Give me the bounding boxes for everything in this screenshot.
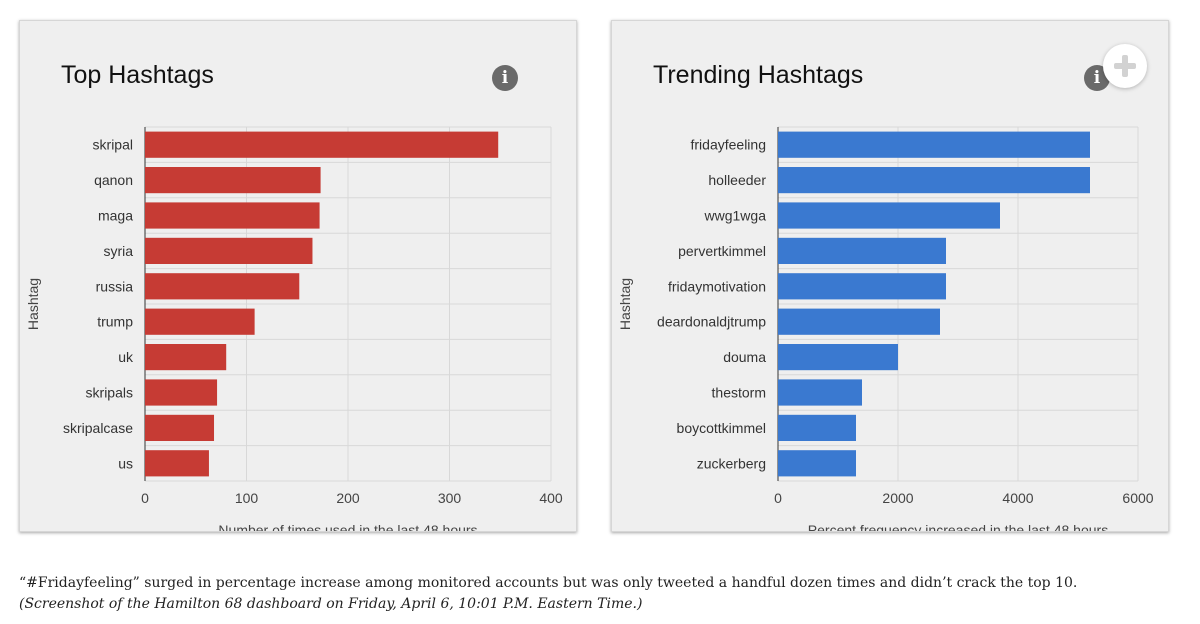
bar-maga [145,202,320,229]
trending-hashtags-chart: 0 2000 4000 6000 fridayfeeling holleeder wwg1w… [617,126,1154,531]
y-tick-label: douma [723,349,766,365]
y-tick-label: russia [96,278,134,294]
bar-syria [145,237,313,264]
x-axis-title: Percent frequency increased in the last … [808,522,1108,531]
x-axis-title: Number of times used in the last 48 hour… [218,522,477,531]
x-tick-label: 0 [774,490,782,506]
bar-wwg1wga [778,202,1000,229]
bar-douma [778,344,898,371]
y-tick-label: uk [118,349,134,365]
bar-qanon [145,167,321,194]
panel-title: Top Hashtags [61,61,214,89]
y-tick-label: thestorm [712,385,766,401]
y-tick-label: trump [97,314,133,330]
y-tick-label: skripal [93,137,133,153]
panel-title: Trending Hashtags [653,61,864,89]
y-tick-label: fridaymotivation [668,278,766,294]
x-tick-label: 0 [141,490,149,506]
bar-holleeder [778,167,1090,194]
x-tick-label: 400 [539,490,563,506]
top-hashtags-panel: Top Hashtags i 0 100 200 300 400 skripal qanon… [19,20,577,532]
y-tick-label: pervertkimmel [678,243,766,259]
y-tick-label: deardonaldjtrump [657,314,766,330]
y-tick-label: zuckerberg [697,455,766,471]
bar-skripal [145,131,499,158]
y-tick-label: qanon [94,172,133,188]
bar-zuckerberg [778,450,856,477]
bar-pervertkimmel [778,237,946,264]
caption-line-2: (Screenshot of the Hamilton 68 dashboard… [19,596,643,612]
bar-trump [145,308,255,335]
x-tick-label: 100 [235,490,259,506]
y-tick-label: skripals [86,385,133,401]
x-tick-label: 200 [336,490,360,506]
x-tick-label: 6000 [1122,490,1153,506]
y-tick-label: syria [103,243,133,259]
y-tick-label: wwg1wga [704,208,767,224]
bar-deardonaldjtrump [778,308,940,335]
bar-skripals [145,379,218,406]
y-tick-label: holleeder [708,172,766,188]
x-tick-label: 300 [438,490,462,506]
y-tick-label: boycottkimmel [677,420,766,436]
bar-russia [145,273,300,300]
x-tick-label: 2000 [882,490,913,506]
caption-line-1: “#Fridayfeeling” surged in percentage in… [19,575,1078,591]
bar-boycottkimmel [778,414,856,441]
bar-us [145,450,209,477]
trending-hashtags-panel: Trending Hashtags i 0 2000 4000 6000 fridayf… [611,20,1169,532]
figure-caption: “#Fridayfeeling” surged in percentage in… [19,573,1189,615]
info-icon[interactable]: i [492,65,518,91]
y-tick-label: fridayfeeling [691,137,767,153]
y-tick-label: maga [98,208,133,224]
y-axis-title: Hashtag [25,278,41,330]
top-hashtags-chart: 0 100 200 300 400 skripal qanon maga syria russia… [25,126,563,531]
bar-thestorm [778,379,862,406]
bar-fridayfeeling [778,131,1090,158]
y-tick-label: skripalcase [63,420,133,436]
y-tick-label: us [118,455,133,471]
x-tick-label: 4000 [1002,490,1033,506]
bar-skripalcase [145,414,215,441]
bar-fridaymotivation [778,273,946,300]
add-plus-icon[interactable] [1103,44,1147,88]
y-axis-title: Hashtag [617,278,633,330]
bar-uk [145,344,227,371]
